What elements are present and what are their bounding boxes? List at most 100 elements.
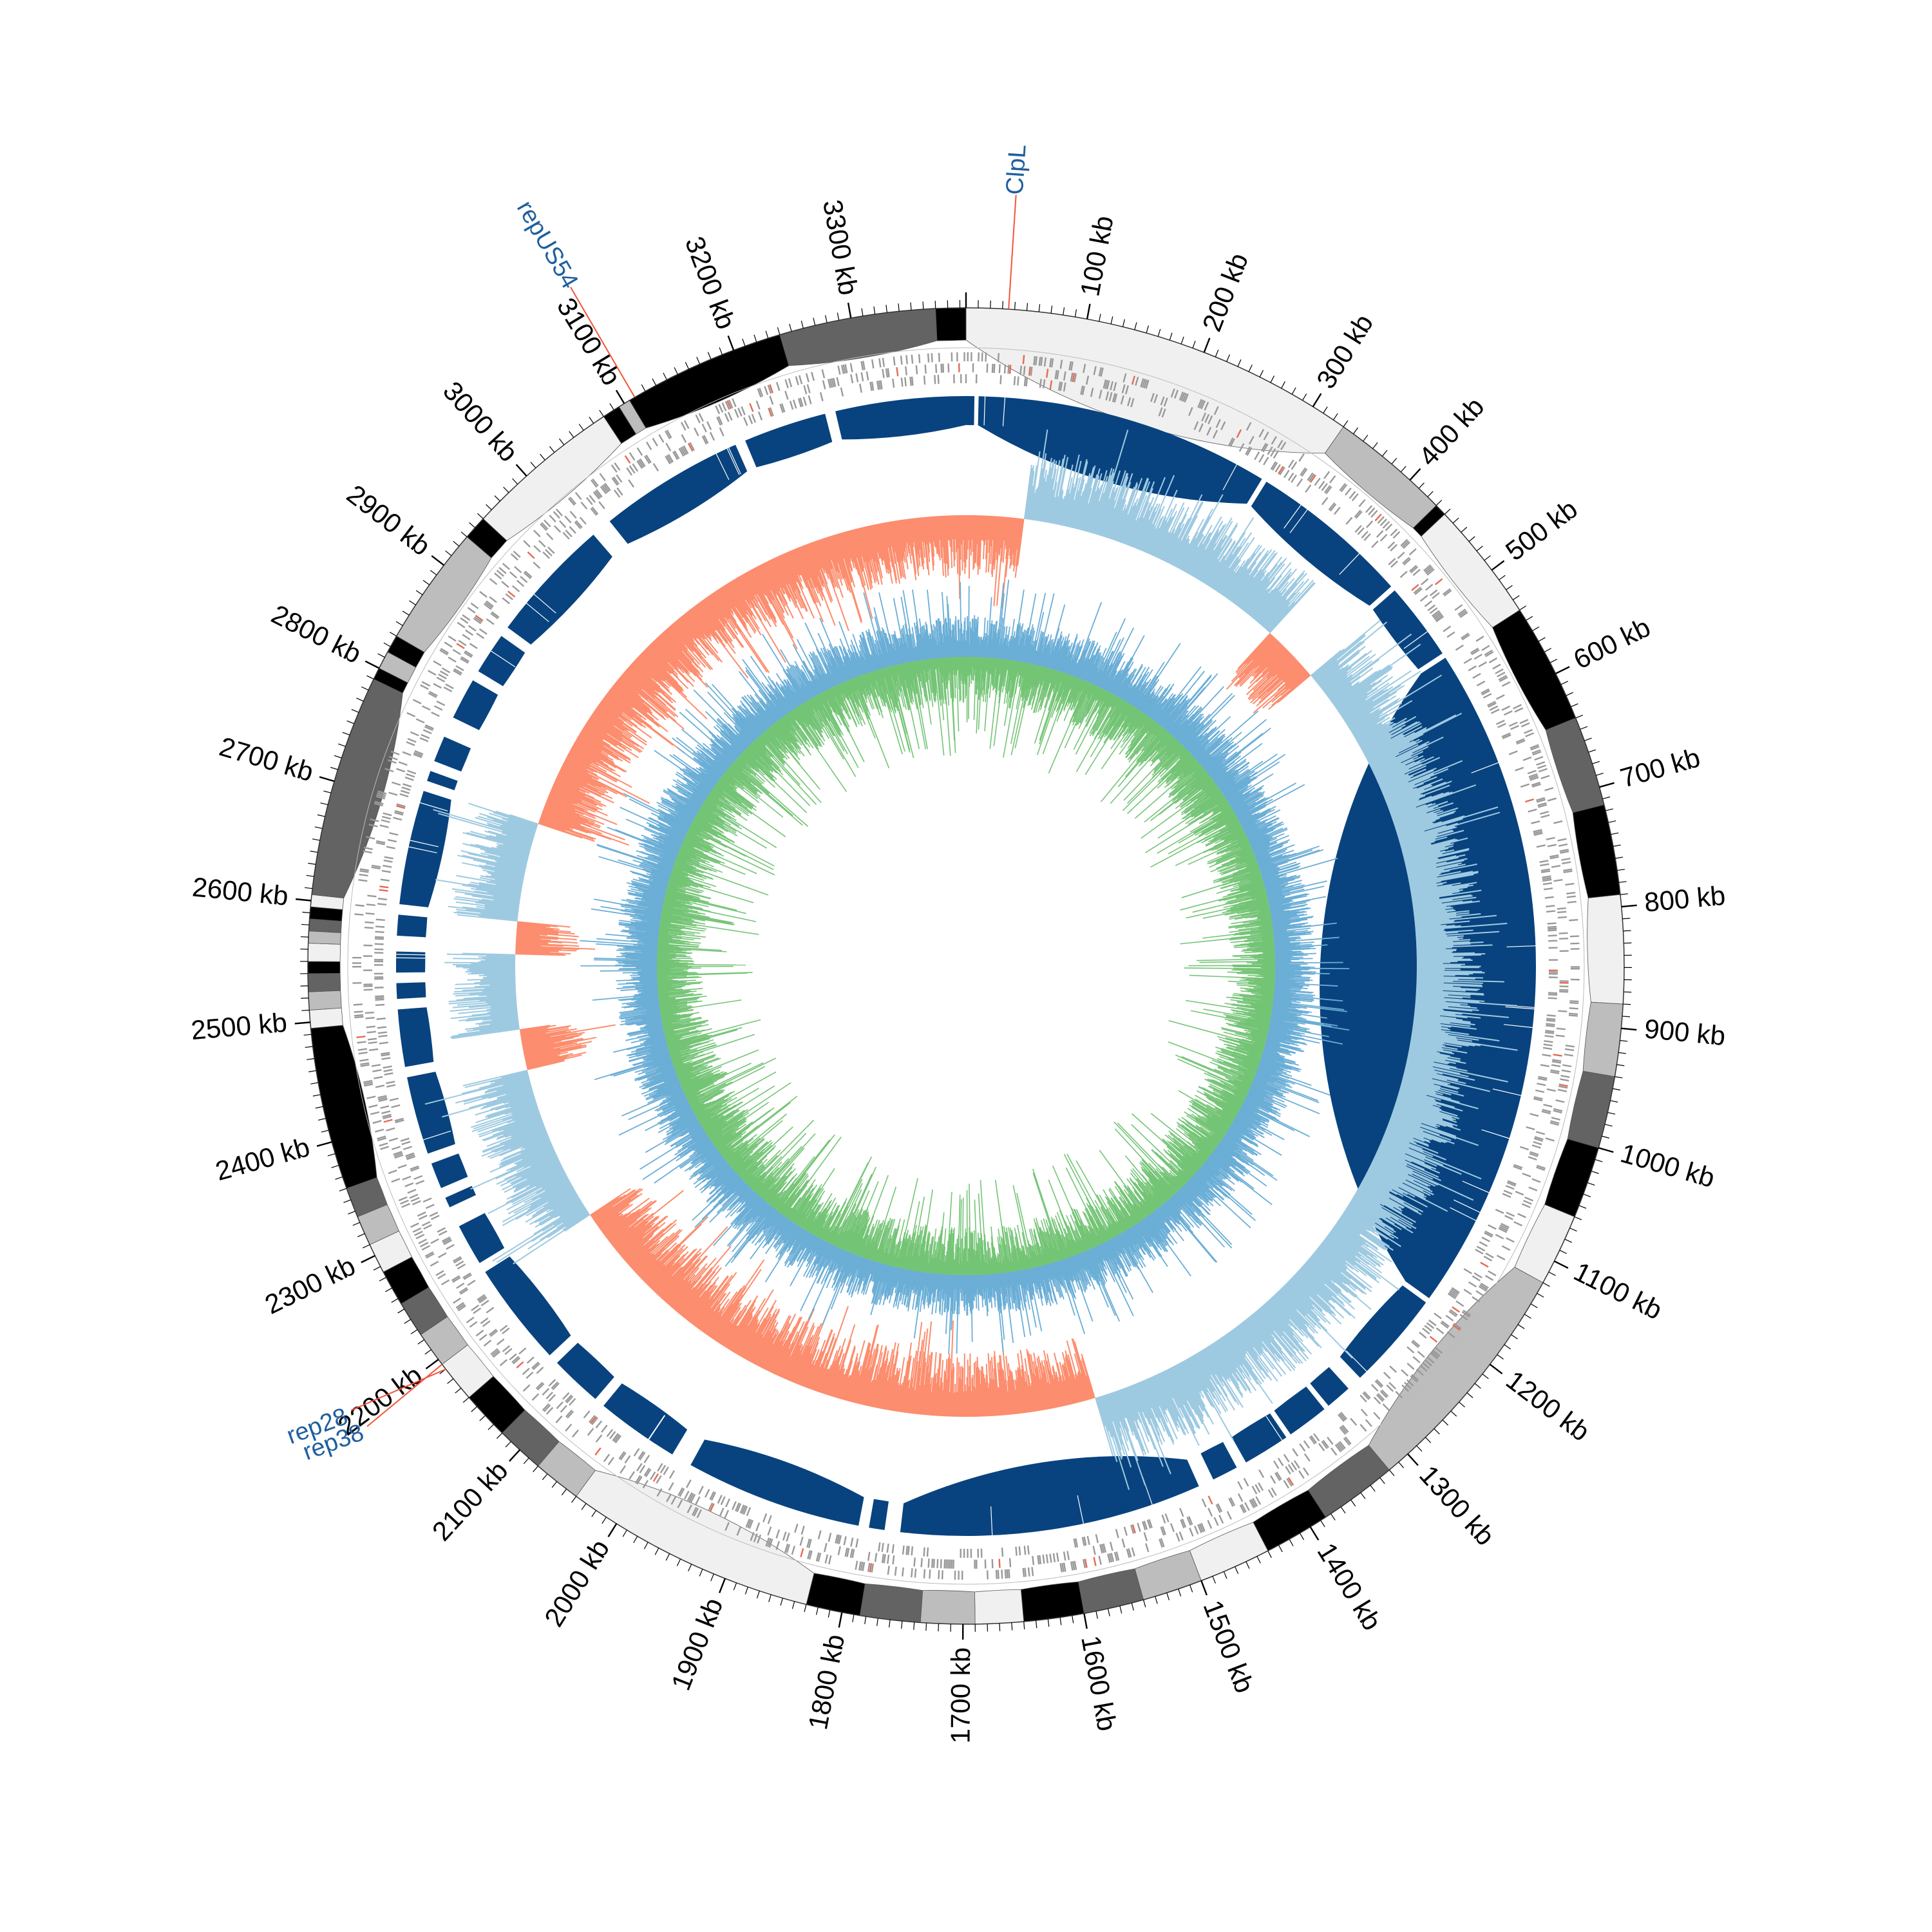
gc-skew-bar [1219,565,1240,594]
gc-skew-bar [1196,549,1215,580]
gene-feature-mark [1198,1523,1204,1533]
gene-feature-mark [542,551,551,559]
gc-skew-bar [1217,537,1255,592]
gene-feature-mark [1501,681,1511,687]
gene-feature-mark [1406,1346,1415,1354]
gc-skew-bar [1239,642,1281,685]
gc-skew-bar [1252,571,1292,619]
gc-skew-bar [1115,487,1135,541]
gc-skew-bar [1025,468,1033,520]
gc-skew-bar [1141,523,1153,551]
gene-feature-mark [1059,359,1063,369]
gene-feature-mark [401,1202,411,1208]
gc-skew-bar [983,515,986,560]
gene-feature-mark [694,427,699,437]
alignment-block [397,914,428,938]
gene-feature-mark [374,987,384,989]
gene-feature-mark [1314,477,1321,486]
gc-skew-bar [1142,508,1162,552]
gene-feature-mark [620,1452,627,1461]
gene-feature-mark [725,1498,730,1508]
alignment-block [397,1007,434,1067]
gene-feature-mark [1400,538,1408,547]
gene-feature-mark [489,1330,498,1337]
gene-feature-mark [1049,1553,1052,1563]
gc-skew-bar [1032,487,1039,520]
gene-feature-mark [1063,382,1066,392]
gene-feature-mark [1563,868,1573,872]
gene-feature-mark [1363,1391,1371,1399]
gc-skew-bar [1128,517,1140,546]
gene-feature-mark [998,1558,1001,1568]
gene-feature-mark [1502,1193,1511,1198]
gene-feature-mark [441,1236,451,1242]
gc-skew-bar [1048,482,1057,524]
gene-feature-mark [1542,1046,1553,1050]
gene-feature-mark [789,401,794,410]
gc-skew-bar [1240,572,1269,609]
gene-feature-mark [1170,1522,1175,1532]
gene-feature-mark [1213,406,1219,415]
gene-feature-mark [1198,399,1204,409]
gc-skew-bar [1245,652,1291,696]
gc-skew-bar [1054,457,1069,524]
gene-feature-mark [426,1253,435,1259]
gene-feature-mark [598,501,605,509]
gene-feature-mark [1523,1200,1532,1205]
gene-feature-mark [1530,746,1540,751]
gene-feature-mark [614,1435,621,1444]
gene-feature-mark [1291,474,1297,483]
gc-skew-bar [1223,544,1260,597]
gene-feature-mark [388,755,398,761]
gene-feature-mark [1434,612,1442,620]
gene-feature-mark [379,824,389,828]
gc-skew-bar [1161,522,1181,561]
gene-feature-mark [1389,1365,1397,1373]
gene-feature-mark [370,818,379,822]
gc-skew-bar [1225,567,1248,598]
gc-skew-bar [1262,599,1287,627]
gene-feature-mark [448,656,457,663]
gene-feature-mark [391,1104,401,1108]
gene-feature-mark [414,1230,423,1236]
gene-feature-mark [1333,506,1341,515]
gene-feature-mark [689,442,695,451]
gc-skew-bar [1247,655,1294,699]
gene-feature-mark [365,1011,374,1014]
gene-feature-mark [407,737,417,743]
gene-feature-mark [806,1539,811,1548]
gene-feature-mark [878,1542,881,1552]
gene-feature-mark [574,491,582,500]
gene-feature-mark [1310,1435,1317,1444]
gene-feature-mark [422,705,431,711]
gene-feature-mark [1425,567,1434,574]
gene-feature-mark [395,1119,404,1124]
gene-feature-mark [732,1501,737,1510]
alignment-break [533,594,556,614]
gene-feature-mark [1028,366,1031,376]
gc-skew-bar [1047,460,1061,523]
gene-feature-mark [428,692,437,698]
gene-feature-mark [1050,358,1054,368]
gene-feature-mark [1440,1321,1449,1329]
gene-feature-mark [490,612,498,620]
gene-feature-mark [1189,1527,1194,1537]
gene-feature-mark [587,1428,594,1436]
gc-skew-bar [1195,517,1233,579]
gc-skew-bar [1081,474,1098,531]
gene-feature-mark [402,751,412,756]
alignment-break [396,954,426,956]
gene-feature-mark [643,1454,650,1464]
gene-feature-mark [1536,1131,1546,1135]
gc-skew-bar [1155,511,1177,558]
gene-feature-mark [1461,634,1470,641]
gene-feature-mark [1161,408,1166,418]
gene-feature-mark [905,1546,909,1555]
gene-feature-mark [1409,565,1417,573]
gc-skew-bar [1100,491,1115,536]
gene-feature-mark [429,690,438,697]
gene-feature-mark [1339,1412,1346,1421]
gene-feature-mark [1255,1496,1262,1505]
gene-feature-mark [424,1251,434,1257]
gene-feature-mark [368,1104,378,1108]
